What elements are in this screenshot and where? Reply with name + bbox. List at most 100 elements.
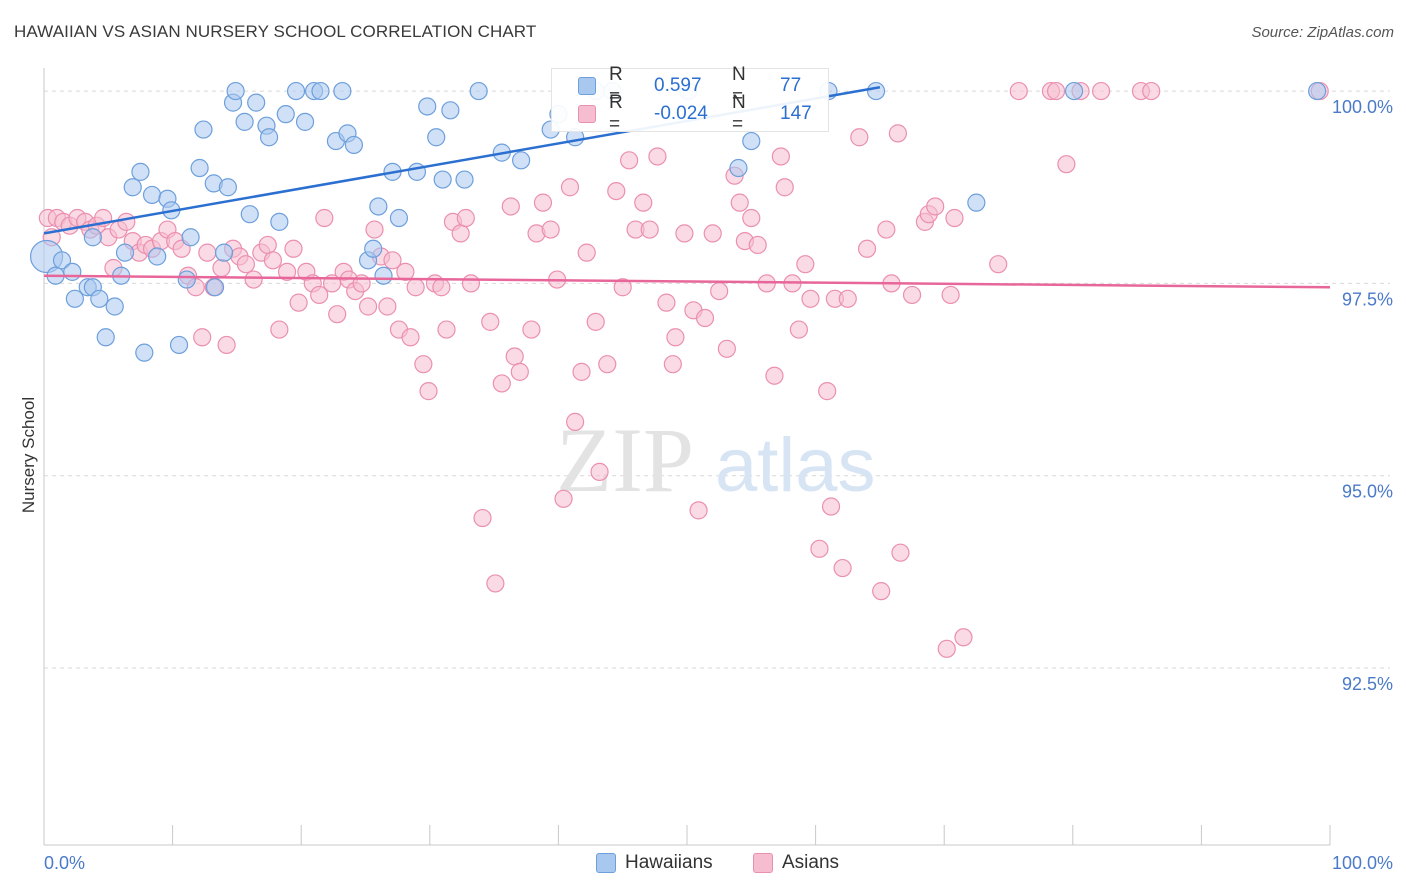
asian-trend-line [43,274,1331,289]
asian-point-73 [505,347,524,366]
asian-point-118 [810,539,829,558]
asian-point-135 [937,639,956,658]
hawaiian-point-73 [1308,81,1327,101]
asian-points [38,81,1329,658]
asians-n-label: N = [732,92,746,135]
hawaiian-point-57 [455,170,474,189]
legend-item-hawaiians[interactable]: Hawaiians [596,852,713,874]
asian-point-117 [801,289,820,308]
asian-point-72 [501,197,520,216]
hawaiian-point-38 [286,81,306,101]
asian-point-27 [212,258,231,278]
asian-point-143 [1057,155,1076,174]
hawaiian-point-15 [135,343,154,362]
asian-point-70 [486,574,505,593]
asian-point-136 [941,285,960,305]
hawaiian-point-39 [295,112,315,131]
asian-point-65 [451,224,470,243]
asian-point-63 [437,320,456,339]
hawaiian-point-70 [866,81,886,101]
asian-point-137 [945,208,964,228]
asian-point-140 [1009,81,1028,101]
asian-point-102 [703,224,722,243]
chart-title: HAWAIIAN VS ASIAN NURSERY SCHOOL CORRELA… [14,22,537,41]
asian-point-83 [572,362,591,381]
asian-point-112 [771,147,790,166]
asian-point-127 [877,220,896,239]
hawaiian-point-72 [1064,81,1084,101]
hawaiian-point-31 [235,112,254,131]
asian-point-125 [857,239,877,258]
asian-point-25 [198,243,217,262]
asian-point-96 [663,355,682,374]
hawaiian-point-26 [205,278,225,297]
asian-point-129 [888,124,908,143]
asian-point-78 [541,220,560,239]
asian-point-42 [310,285,329,305]
asian-point-57 [401,328,420,347]
asian-point-80 [554,489,573,508]
asian-point-28 [217,335,236,355]
asians-swatch [578,105,596,123]
asian-point-13 [117,212,136,231]
asian-point-103 [710,281,729,301]
asian-point-88 [607,181,626,201]
asian-point-43 [315,208,334,228]
watermark-atlas: atlas [715,423,876,508]
asian-point-51 [365,220,384,239]
legend-swatch-asians [753,853,773,873]
asian-point-123 [838,289,857,308]
hawaiian-point-53 [418,97,437,116]
hawaiian-point-17 [148,247,167,266]
asian-point-56 [396,262,415,281]
hawaiian-point-32 [240,205,259,224]
asian-point-68 [473,508,492,528]
asian-point-34 [258,235,277,255]
asian-point-36 [270,320,289,339]
asian-point-85 [586,312,605,331]
asian-point-101 [695,308,715,328]
hawaiian-point-6 [83,228,102,247]
asian-point-109 [748,235,767,255]
x-tick-label-1: 100.0% [1332,853,1393,873]
hawaiian-point-45 [344,135,364,155]
asian-point-139 [989,255,1008,274]
y-tick-label-2: 97.5% [1342,289,1393,309]
asian-point-71 [492,374,511,393]
asian-point-60 [419,382,438,401]
asian-point-39 [289,293,308,312]
asian-point-93 [640,220,659,239]
asian-point-126 [872,582,891,601]
legend-swatch-hawaiians [596,853,616,873]
hawaiian-point-12 [115,243,135,262]
asian-point-89 [613,278,632,297]
hawaiians-r-value: 0.597 [654,75,702,96]
hawaiian-point-36 [270,212,289,231]
y-axis-label: Nursery School [19,396,38,514]
asian-point-95 [657,293,676,312]
asian-point-97 [666,328,685,347]
hawaiian-point-68 [742,131,761,151]
legend-item-asians[interactable]: Asians [753,852,839,874]
asian-point-31 [236,255,256,274]
asian-point-131 [902,285,922,305]
hawaiian-point-55 [433,170,452,189]
asian-point-59 [414,355,433,374]
source-note: Source: ZipAtlas.com [1251,24,1394,41]
hawaiians-n-value: 77 [780,75,802,96]
asian-point-92 [634,193,653,212]
asian-point-138 [954,628,973,647]
hawaiian-point-13 [123,178,142,197]
hawaiian-point-16 [142,185,162,205]
asian-point-75 [522,320,541,339]
asian-point-32 [244,270,263,289]
hawaiian-point-54 [427,128,446,147]
hawaiian-point-21 [177,270,196,289]
asians-r-value: -0.024 [654,103,708,124]
hawaiian-point-8 [90,289,109,308]
hawaiian-point-60 [512,151,531,170]
asian-point-98 [675,224,694,243]
asians-r-label: R = [609,92,623,135]
hawaiians-n-label: N = [732,64,746,107]
tick-labels: 92.5% 95.0% 97.5% 100.0% 0.0% 100.0% [44,97,1393,873]
